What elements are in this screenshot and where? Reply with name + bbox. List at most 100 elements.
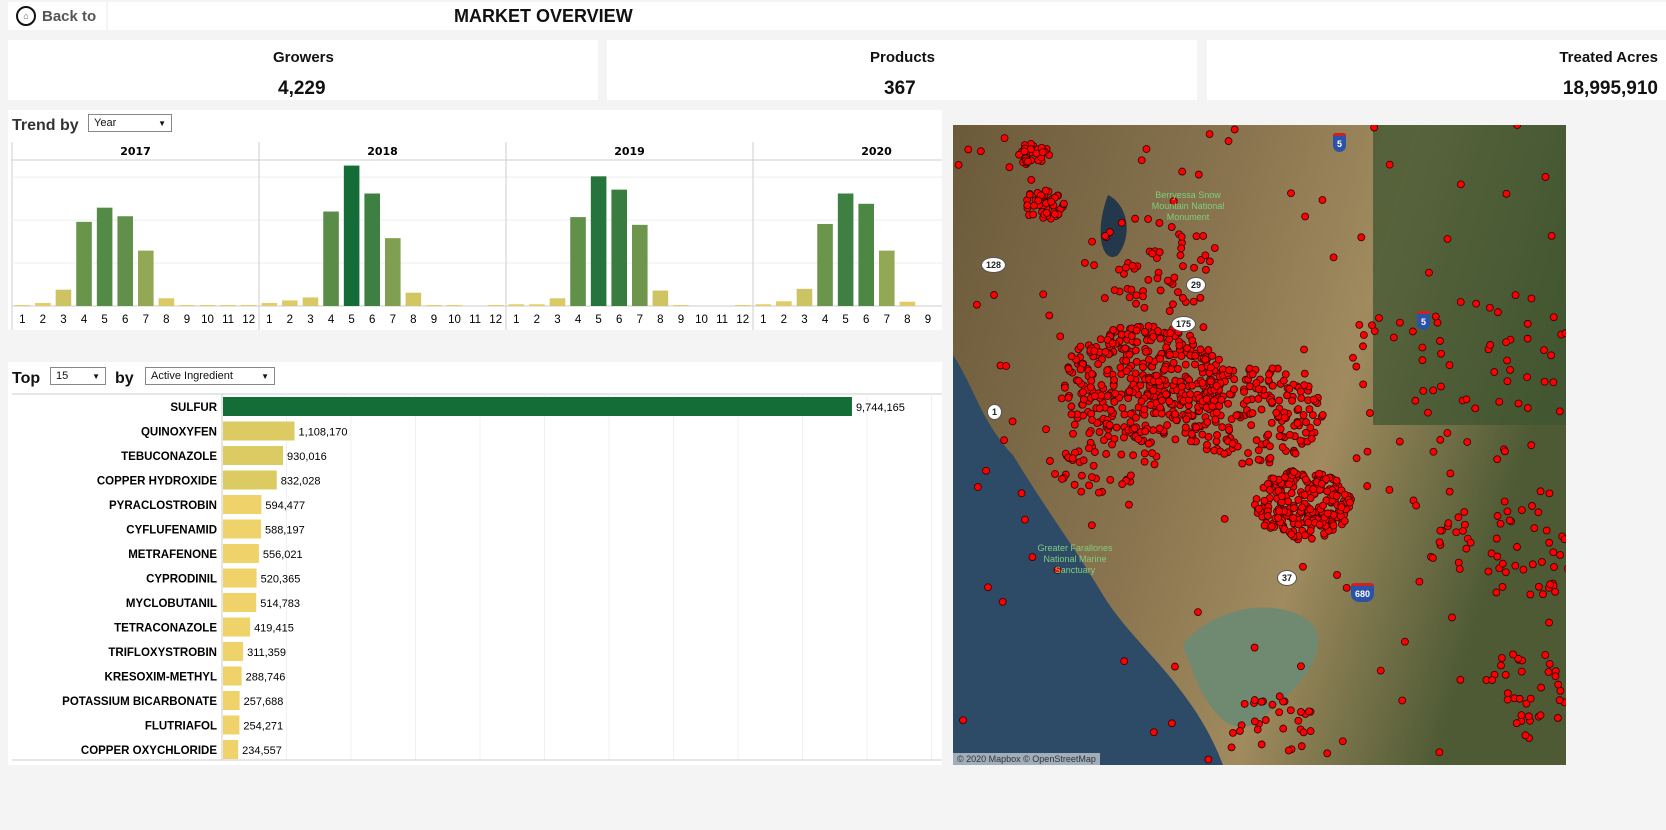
map-marker	[1080, 395, 1088, 404]
map-marker	[1176, 251, 1185, 260]
month-label: 1	[19, 314, 25, 326]
map-attribution[interactable]: © 2020 Mapbox © OpenStreetMap	[953, 753, 1100, 765]
month-label: 11	[716, 314, 728, 326]
map-marker	[1118, 404, 1127, 412]
map-marker	[1323, 749, 1332, 758]
map-marker	[1142, 347, 1150, 356]
bar-category-label: PYRACLOSTROBIN	[109, 500, 217, 512]
map-marker	[1265, 370, 1273, 379]
map-marker	[1279, 724, 1288, 733]
bar	[611, 189, 627, 306]
map-marker	[1265, 486, 1274, 494]
map-marker	[1243, 396, 1251, 405]
month-label: 2	[534, 314, 540, 326]
map-marker	[1110, 397, 1119, 406]
map-marker	[1265, 442, 1274, 451]
bar	[529, 304, 545, 306]
map-marker	[1169, 300, 1177, 309]
bar	[385, 238, 401, 306]
map-marker	[1539, 590, 1547, 599]
map-marker	[972, 300, 981, 309]
map-marker	[1212, 408, 1221, 417]
map-marker	[1444, 519, 1453, 527]
map-marker	[1085, 481, 1093, 490]
map-marker	[1030, 201, 1038, 210]
bar	[858, 203, 874, 306]
map-marker	[1365, 409, 1374, 417]
month-label: 3	[554, 314, 560, 326]
map-marker	[1352, 454, 1361, 463]
map-marker	[1024, 157, 1032, 166]
bar	[817, 223, 833, 306]
bar-category-label: QUINOXYFEN	[141, 427, 217, 439]
map-marker	[1408, 327, 1417, 336]
map-marker	[1229, 728, 1237, 737]
map-marker	[1186, 390, 1195, 399]
map-marker	[1131, 369, 1140, 378]
map-marker	[1301, 212, 1310, 221]
map-marker	[1300, 345, 1308, 354]
trend-by-select[interactable]: Year ▼	[88, 114, 172, 132]
map-marker	[1400, 637, 1409, 646]
map-label: Berryessa Snow Mountain National Monumen…	[1151, 190, 1225, 222]
map-marker	[1088, 416, 1097, 424]
map-marker	[1315, 469, 1324, 478]
map-marker	[1177, 232, 1186, 241]
by-dimension-select[interactable]: Active Ingredient ▼	[145, 367, 275, 385]
map-marker	[1220, 514, 1229, 523]
map-marker	[1556, 551, 1565, 559]
map-marker	[1517, 667, 1526, 676]
map-marker	[1530, 524, 1539, 533]
map-marker	[1235, 727, 1244, 735]
bar	[138, 250, 154, 306]
map-marker	[1315, 520, 1324, 529]
map-canvas[interactable]	[953, 125, 1566, 765]
map-marker	[1146, 401, 1155, 409]
map-marker	[1302, 418, 1311, 426]
map-marker	[1068, 454, 1077, 463]
bar	[282, 300, 298, 306]
map-marker	[1419, 386, 1428, 395]
map-marker	[1309, 411, 1317, 419]
top-count-select[interactable]: 15 ▼	[50, 367, 106, 385]
map-marker	[1306, 526, 1315, 535]
map[interactable]: Berryessa Snow Mountain National Monumen…	[953, 125, 1566, 765]
map-marker	[1415, 577, 1424, 586]
map-marker	[1275, 692, 1284, 701]
map-marker	[1307, 434, 1316, 443]
bar	[673, 305, 689, 306]
map-marker	[1503, 377, 1512, 386]
map-marker	[1509, 650, 1517, 659]
map-marker	[1306, 494, 1315, 502]
map-marker	[1178, 382, 1186, 391]
map-marker	[1299, 562, 1307, 571]
month-label: 8	[657, 314, 663, 326]
map-marker	[1162, 390, 1170, 399]
bar	[35, 302, 51, 306]
map-marker	[1120, 657, 1129, 666]
map-label: Greater Farallones National Marine Sanct…	[1037, 543, 1113, 575]
map-marker	[1502, 338, 1510, 347]
map-marker	[1128, 261, 1137, 270]
back-button[interactable]: ⌂ Back to	[8, 2, 106, 30]
map-marker	[1149, 332, 1158, 341]
map-marker	[1210, 244, 1219, 252]
map-marker	[1443, 429, 1452, 437]
map-marker	[1437, 382, 1445, 391]
map-marker	[1418, 356, 1427, 365]
map-marker	[1155, 424, 1164, 433]
map-marker	[1076, 365, 1085, 374]
map-marker	[1322, 475, 1331, 483]
map-marker	[1268, 398, 1276, 406]
map-marker	[1281, 473, 1289, 482]
map-marker	[1297, 742, 1306, 751]
map-marker	[1498, 559, 1507, 568]
map-marker	[1492, 534, 1501, 543]
map-marker	[1232, 411, 1241, 420]
map-marker	[1452, 528, 1461, 537]
bar-value-label: 419,415	[254, 623, 294, 635]
map-marker	[1156, 286, 1165, 295]
chevron-down-icon: ▼	[158, 118, 166, 128]
month-label: 8	[904, 314, 910, 326]
bar-value-label: 514,783	[260, 598, 300, 610]
